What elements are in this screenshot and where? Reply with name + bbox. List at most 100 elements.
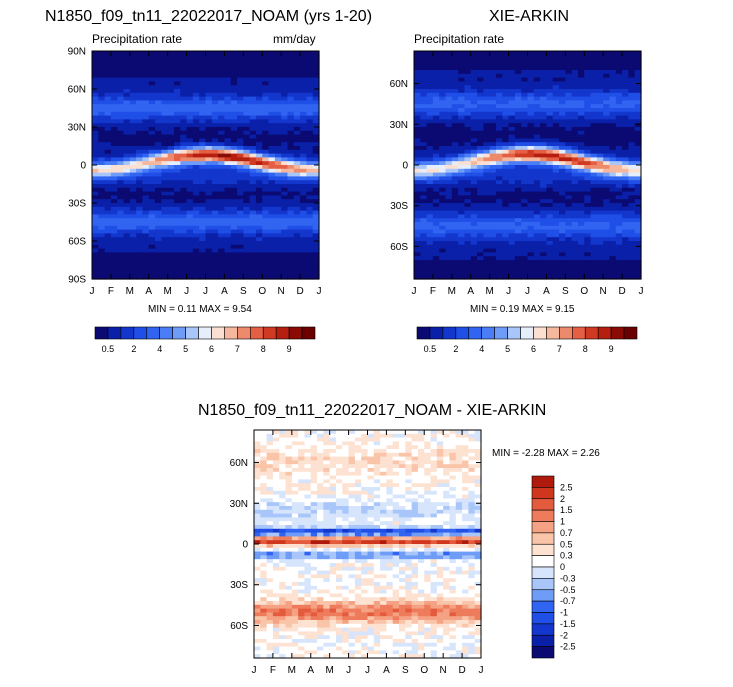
heatmap-cell <box>609 191 617 196</box>
heatmap-cell <box>268 96 276 101</box>
heatmap-cell <box>279 460 287 465</box>
heatmap-cell <box>439 176 447 181</box>
heatmap-cell <box>603 187 611 193</box>
heatmap-cell <box>211 54 219 60</box>
heatmap-cell <box>514 157 522 162</box>
heatmap-cell <box>546 81 554 86</box>
heatmap-cell <box>622 176 629 181</box>
heatmap-cell <box>249 191 257 196</box>
heatmap-cell <box>98 58 106 63</box>
heatmap-cell <box>436 460 444 465</box>
heatmap-cell <box>300 153 307 158</box>
heatmap-cell <box>603 62 611 67</box>
heatmap-cell <box>477 191 484 196</box>
heatmap-cell <box>148 275 156 280</box>
heatmap-cell <box>155 195 162 200</box>
heatmap-cell <box>218 172 226 177</box>
heatmap-cell <box>565 104 573 109</box>
heatmap-cell <box>420 168 428 174</box>
heatmap-cell <box>243 111 251 117</box>
heatmap-cell <box>312 168 320 174</box>
heatmap-cell <box>590 149 598 155</box>
heatmap-cell <box>584 111 592 117</box>
heatmap-cell <box>92 146 99 151</box>
heatmap-cell <box>123 146 131 151</box>
heatmap-cell <box>129 51 137 56</box>
heatmap-cell <box>312 210 320 215</box>
heatmap-cell <box>155 187 162 193</box>
heatmap-cell <box>577 54 585 60</box>
heatmap-cell <box>312 62 320 67</box>
heatmap-cell <box>167 244 175 250</box>
heatmap-cell <box>306 176 314 181</box>
heatmap-cell <box>155 244 162 250</box>
heatmap-cell <box>218 252 226 257</box>
heatmap-cell <box>317 475 324 480</box>
heatmap-cell <box>414 161 421 166</box>
heatmap-cell <box>464 130 472 136</box>
heatmap-cell <box>502 51 510 56</box>
heatmap-cell <box>192 149 200 155</box>
heatmap-cell <box>293 203 301 208</box>
heatmap-cell <box>414 100 421 105</box>
heatmap-cell <box>565 187 573 193</box>
heatmap-cell <box>417 468 425 473</box>
heatmap-cell <box>155 267 162 272</box>
heatmap-cell <box>399 479 406 484</box>
heatmap-cell <box>268 66 276 71</box>
heatmap-cell <box>312 172 320 177</box>
heatmap-cell <box>502 85 510 90</box>
heatmap-cell <box>249 275 257 280</box>
heatmap-cell <box>291 460 299 465</box>
heatmap-cell <box>306 123 314 128</box>
heatmap-cell <box>445 157 453 162</box>
heatmap-cell <box>293 195 301 200</box>
heatmap-cell <box>254 430 261 435</box>
heatmap-cell <box>129 187 137 193</box>
heatmap-cell <box>249 108 257 113</box>
heatmap-cell <box>495 92 503 98</box>
heatmap-cell <box>603 149 611 155</box>
heatmap-cell <box>298 460 306 465</box>
heatmap-cell <box>489 165 497 170</box>
heatmap-cell <box>424 464 432 469</box>
heatmap-cell <box>622 184 629 189</box>
heatmap-cell <box>603 180 611 185</box>
heatmap-cell <box>405 452 413 458</box>
heatmap-cell <box>596 130 604 136</box>
heatmap-cell <box>590 123 598 128</box>
heatmap-cell <box>110 89 118 94</box>
heatmap-cell <box>167 153 175 158</box>
heatmap-cell <box>609 77 617 82</box>
heatmap-cell <box>142 108 150 113</box>
heatmap-cell <box>117 180 125 185</box>
heatmap-cell <box>293 191 301 196</box>
heatmap-cell <box>218 70 226 75</box>
heatmap-cell <box>445 146 453 151</box>
heatmap-cell <box>268 161 276 166</box>
heatmap-cell <box>489 73 497 79</box>
heatmap-cell <box>291 471 299 477</box>
heatmap-cell <box>255 199 263 204</box>
heatmap-cell <box>123 51 131 56</box>
heatmap-cell <box>243 195 251 200</box>
heatmap-cell <box>615 146 623 151</box>
heatmap-cell <box>98 51 106 56</box>
heatmap-cell <box>405 475 413 480</box>
heatmap-cell <box>104 115 112 120</box>
heatmap-cell <box>230 153 238 158</box>
heatmap-cell <box>110 229 118 234</box>
heatmap-cell <box>634 138 642 143</box>
heatmap-cell <box>205 85 213 90</box>
heatmap-cell <box>514 142 522 147</box>
heatmap-cell <box>92 96 99 101</box>
heatmap-cell <box>300 206 307 212</box>
heatmap-cell <box>287 260 295 265</box>
heatmap-cell <box>304 479 312 484</box>
heatmap-cell <box>477 142 484 147</box>
heatmap-cell <box>262 256 270 261</box>
heatmap-cell <box>167 241 175 246</box>
heatmap-cell <box>268 146 276 151</box>
heatmap-cell <box>161 161 169 166</box>
heatmap-cell <box>571 104 579 109</box>
